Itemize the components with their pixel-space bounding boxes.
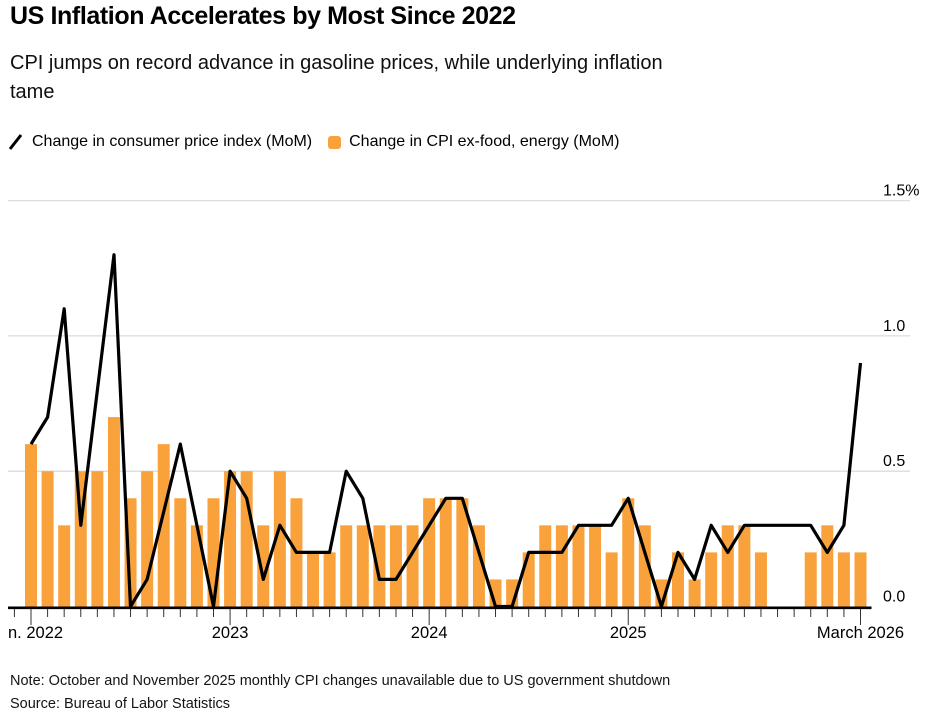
legend: Change in consumer price index (MoM) Cha… — [8, 132, 619, 152]
bar — [854, 552, 867, 607]
bar — [340, 525, 353, 607]
bar — [837, 552, 850, 607]
y-axis-label: 0.0 — [883, 589, 905, 606]
bar — [356, 525, 369, 607]
bar — [174, 498, 187, 607]
subtitle-line-1: CPI jumps on record advance in gasoline … — [10, 52, 663, 74]
bar — [257, 525, 270, 607]
x-axis-label: 2024 — [411, 624, 448, 642]
bar-series-swatch-icon — [328, 135, 342, 149]
bar — [721, 525, 734, 607]
bar — [804, 552, 817, 607]
bar — [555, 525, 568, 607]
x-axis-label: 2023 — [212, 624, 249, 642]
source-note: Source: Bureau of Labor Statistics — [10, 696, 231, 712]
footnote: Note: October and November 2025 monthly … — [10, 673, 671, 689]
x-axis-label: March 2026 — [817, 624, 904, 642]
legend-label-cpi: Change in consumer price index (MoM) — [32, 133, 313, 150]
bar — [224, 471, 237, 607]
cpi-line — [29, 253, 863, 609]
bar — [58, 525, 71, 607]
x-axis-label: 2025 — [610, 624, 647, 642]
legend-item-core-cpi: Change in CPI ex-food, energy (MoM) — [328, 133, 619, 151]
bar — [389, 525, 402, 607]
bar — [622, 498, 635, 607]
bar — [190, 525, 203, 607]
bar — [456, 498, 469, 607]
x-axis-label: n. 2022 — [8, 624, 63, 642]
bar — [605, 552, 618, 607]
bar — [821, 525, 834, 607]
bar — [738, 525, 751, 607]
bar — [522, 552, 535, 607]
y-axis-label: 1.5% — [883, 183, 919, 200]
bar — [323, 552, 336, 607]
bar — [307, 552, 320, 607]
bar — [107, 417, 120, 607]
bar — [41, 471, 54, 607]
chart-canvas: 0.0 0.5 1.0 1.5% n. 2022 2023 2024 2025 March 20… — [8, 183, 919, 642]
bar — [25, 444, 37, 607]
bar — [688, 579, 701, 607]
bar — [423, 498, 436, 607]
bar — [754, 552, 767, 607]
bar — [439, 498, 452, 607]
subtitle-line-2: tame — [10, 81, 55, 103]
legend-label-core-cpi: Change in CPI ex-food, energy (MoM) — [349, 133, 620, 150]
bar — [705, 552, 718, 607]
bar — [157, 444, 170, 607]
bar — [91, 471, 104, 607]
bar — [539, 525, 552, 607]
y-axis-label: 1.0 — [883, 318, 905, 335]
bar — [589, 525, 602, 607]
bar — [406, 525, 419, 607]
chart-subtitle: CPI jumps on record advance in gasoline … — [10, 49, 663, 107]
page-title: US Inflation Accelerates by Most Since 2… — [10, 2, 516, 30]
line-series-icon — [8, 134, 23, 150]
bar — [572, 525, 585, 607]
bar — [373, 525, 386, 607]
y-axis-label: 0.5 — [883, 453, 905, 470]
bar — [273, 471, 286, 607]
legend-item-cpi: Change in consumer price index (MoM) — [8, 132, 312, 152]
